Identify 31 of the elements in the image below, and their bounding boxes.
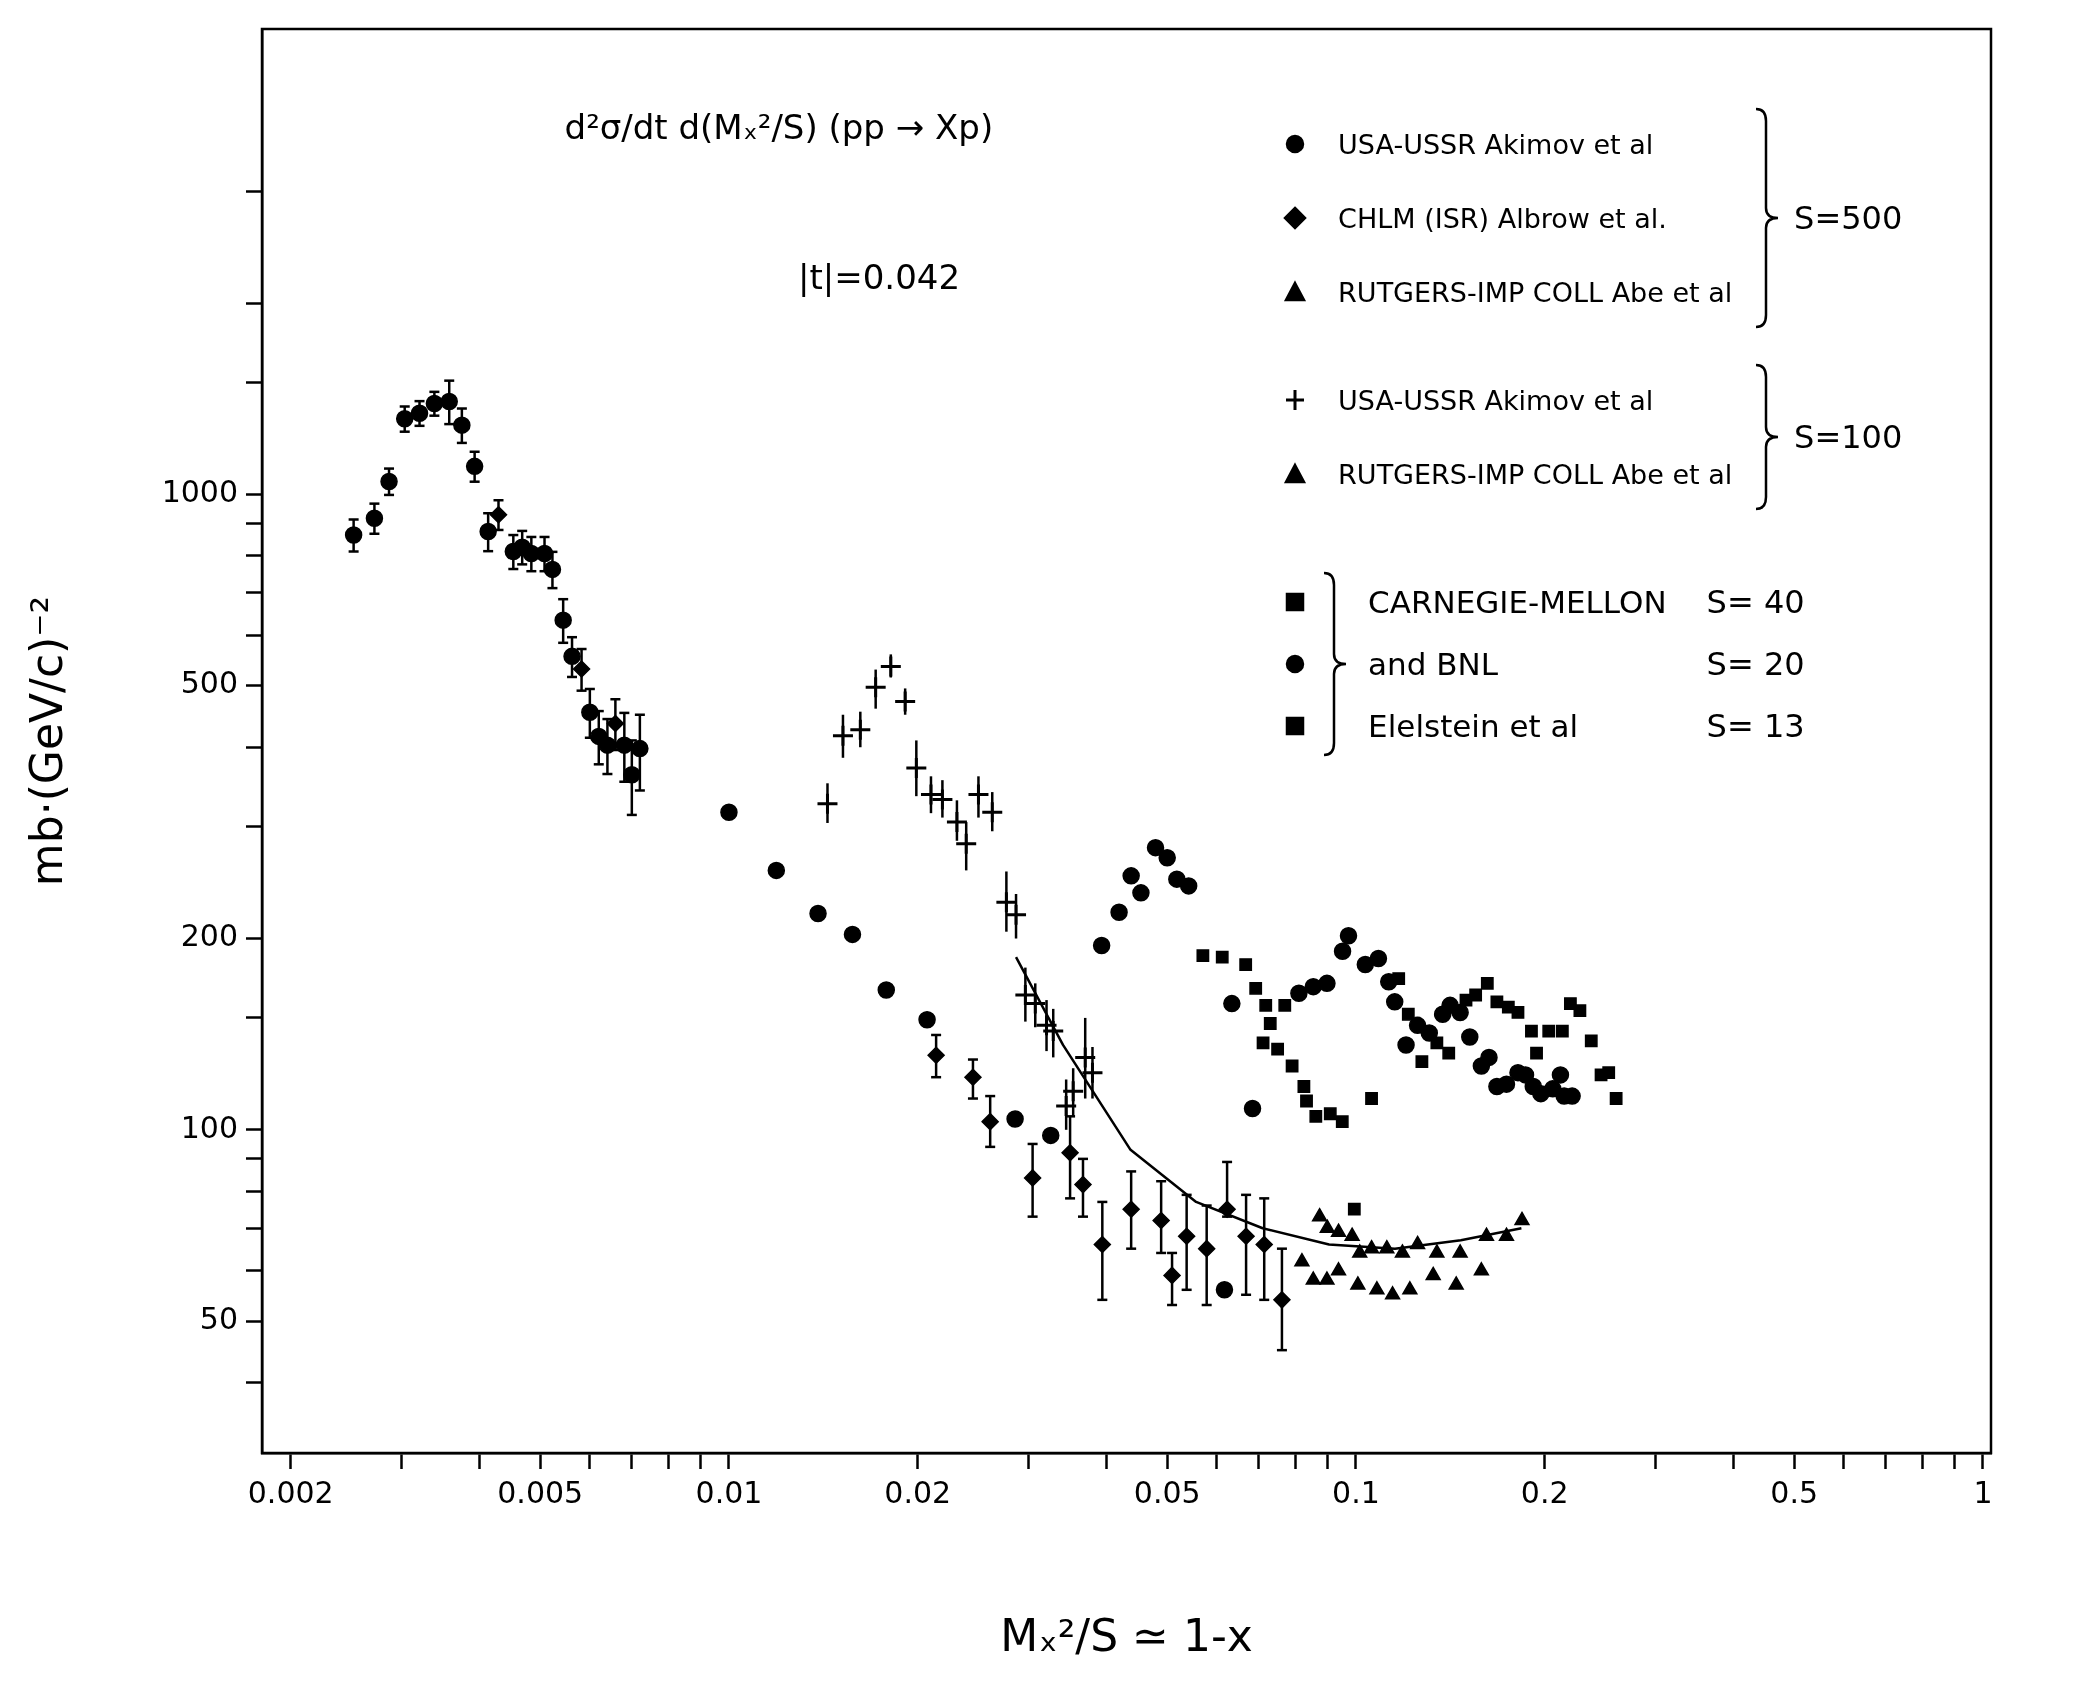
x-tick-label: 0.005: [497, 1474, 584, 1510]
legend-label: CARNEGIE-MELLON: [1368, 583, 1667, 623]
legend-label: and BNL: [1368, 645, 1499, 685]
x-tick-label: 0.002: [247, 1474, 334, 1510]
legend-label: USA-USSR Akimov et al: [1338, 384, 1654, 416]
legend-label: RUTGERS-IMP COLL Abe et al: [1338, 458, 1733, 490]
annotation: |t|=0.042: [797, 256, 961, 298]
y-tick-label: 50: [199, 1300, 238, 1336]
x-tick-label: 0.05: [1133, 1474, 1201, 1510]
annotation: S=500: [1794, 199, 1903, 238]
annotation: S= 20: [1706, 644, 1805, 686]
x-tick-label: 0.1: [1332, 1474, 1380, 1510]
legend-label: CHLM (ISR) Albrow et al.: [1338, 202, 1667, 234]
y-axis-title: mb·(GeV/c)⁻²: [20, 595, 72, 887]
legend-label: Elelstein et al: [1368, 707, 1580, 747]
legend-label: RUTGERS-IMP COLL Abe et al: [1338, 276, 1733, 308]
legend-label: USA-USSR Akimov et al: [1338, 128, 1654, 160]
x-tick-label: 0.5: [1770, 1474, 1819, 1510]
x-tick-label: 1: [1973, 1474, 1993, 1510]
x-tick-label: 0.02: [884, 1474, 952, 1510]
annotation: S=100: [1794, 418, 1903, 457]
annotation: S= 40: [1706, 582, 1805, 624]
annotation: S= 13: [1706, 706, 1805, 748]
annotation: d²σ/dt d(Mₓ²/S) (pp → Xp): [564, 107, 994, 149]
x-axis-title: Mₓ²/S ≃ 1-x: [1000, 1610, 1253, 1662]
y-tick-label: 1000: [161, 474, 238, 510]
x-tick-label: 0.2: [1520, 1474, 1569, 1510]
y-tick-label: 100: [180, 1109, 238, 1145]
x-tick-label: 0.01: [695, 1474, 763, 1510]
y-tick-label: 500: [180, 665, 238, 701]
y-tick-label: 200: [180, 918, 238, 954]
